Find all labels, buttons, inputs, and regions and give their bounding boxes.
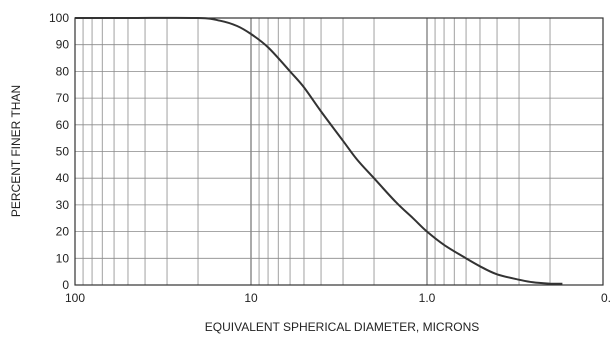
plot-frame xyxy=(74,17,604,286)
x-tick-label: 0.1 xyxy=(601,291,610,305)
x-tick-labels: 100 10 1.0 0.1 xyxy=(65,291,610,305)
y-axis-label: PERCENT FINER THAN xyxy=(9,85,23,217)
y-tick-label: 10 xyxy=(56,251,70,265)
y-tick-label: 0 xyxy=(62,278,69,292)
y-tick-label: 50 xyxy=(56,145,70,159)
x-tick-label: 1.0 xyxy=(419,291,436,305)
y-tick-label: 80 xyxy=(56,64,70,78)
x-axis-label: EQUIVALENT SPHERICAL DIAMETER, MICRONS xyxy=(205,320,480,334)
grid xyxy=(75,17,604,286)
y-tick-label: 60 xyxy=(56,118,70,132)
plot-border xyxy=(74,17,604,286)
y-tick-label: 70 xyxy=(56,91,70,105)
series-line xyxy=(75,16,563,285)
series-layer xyxy=(75,16,563,285)
y-tick-label: 30 xyxy=(56,198,70,212)
y-tick-label: 40 xyxy=(56,171,70,185)
y-tick-label: 100 xyxy=(49,11,69,25)
x-tick-label: 10 xyxy=(244,291,258,305)
y-tick-label: 20 xyxy=(56,225,70,239)
y-tick-label: 90 xyxy=(56,38,70,52)
x-tick-label: 100 xyxy=(65,291,85,305)
y-tick-labels: 0 10 20 30 40 50 60 70 80 90 100 xyxy=(49,11,69,292)
